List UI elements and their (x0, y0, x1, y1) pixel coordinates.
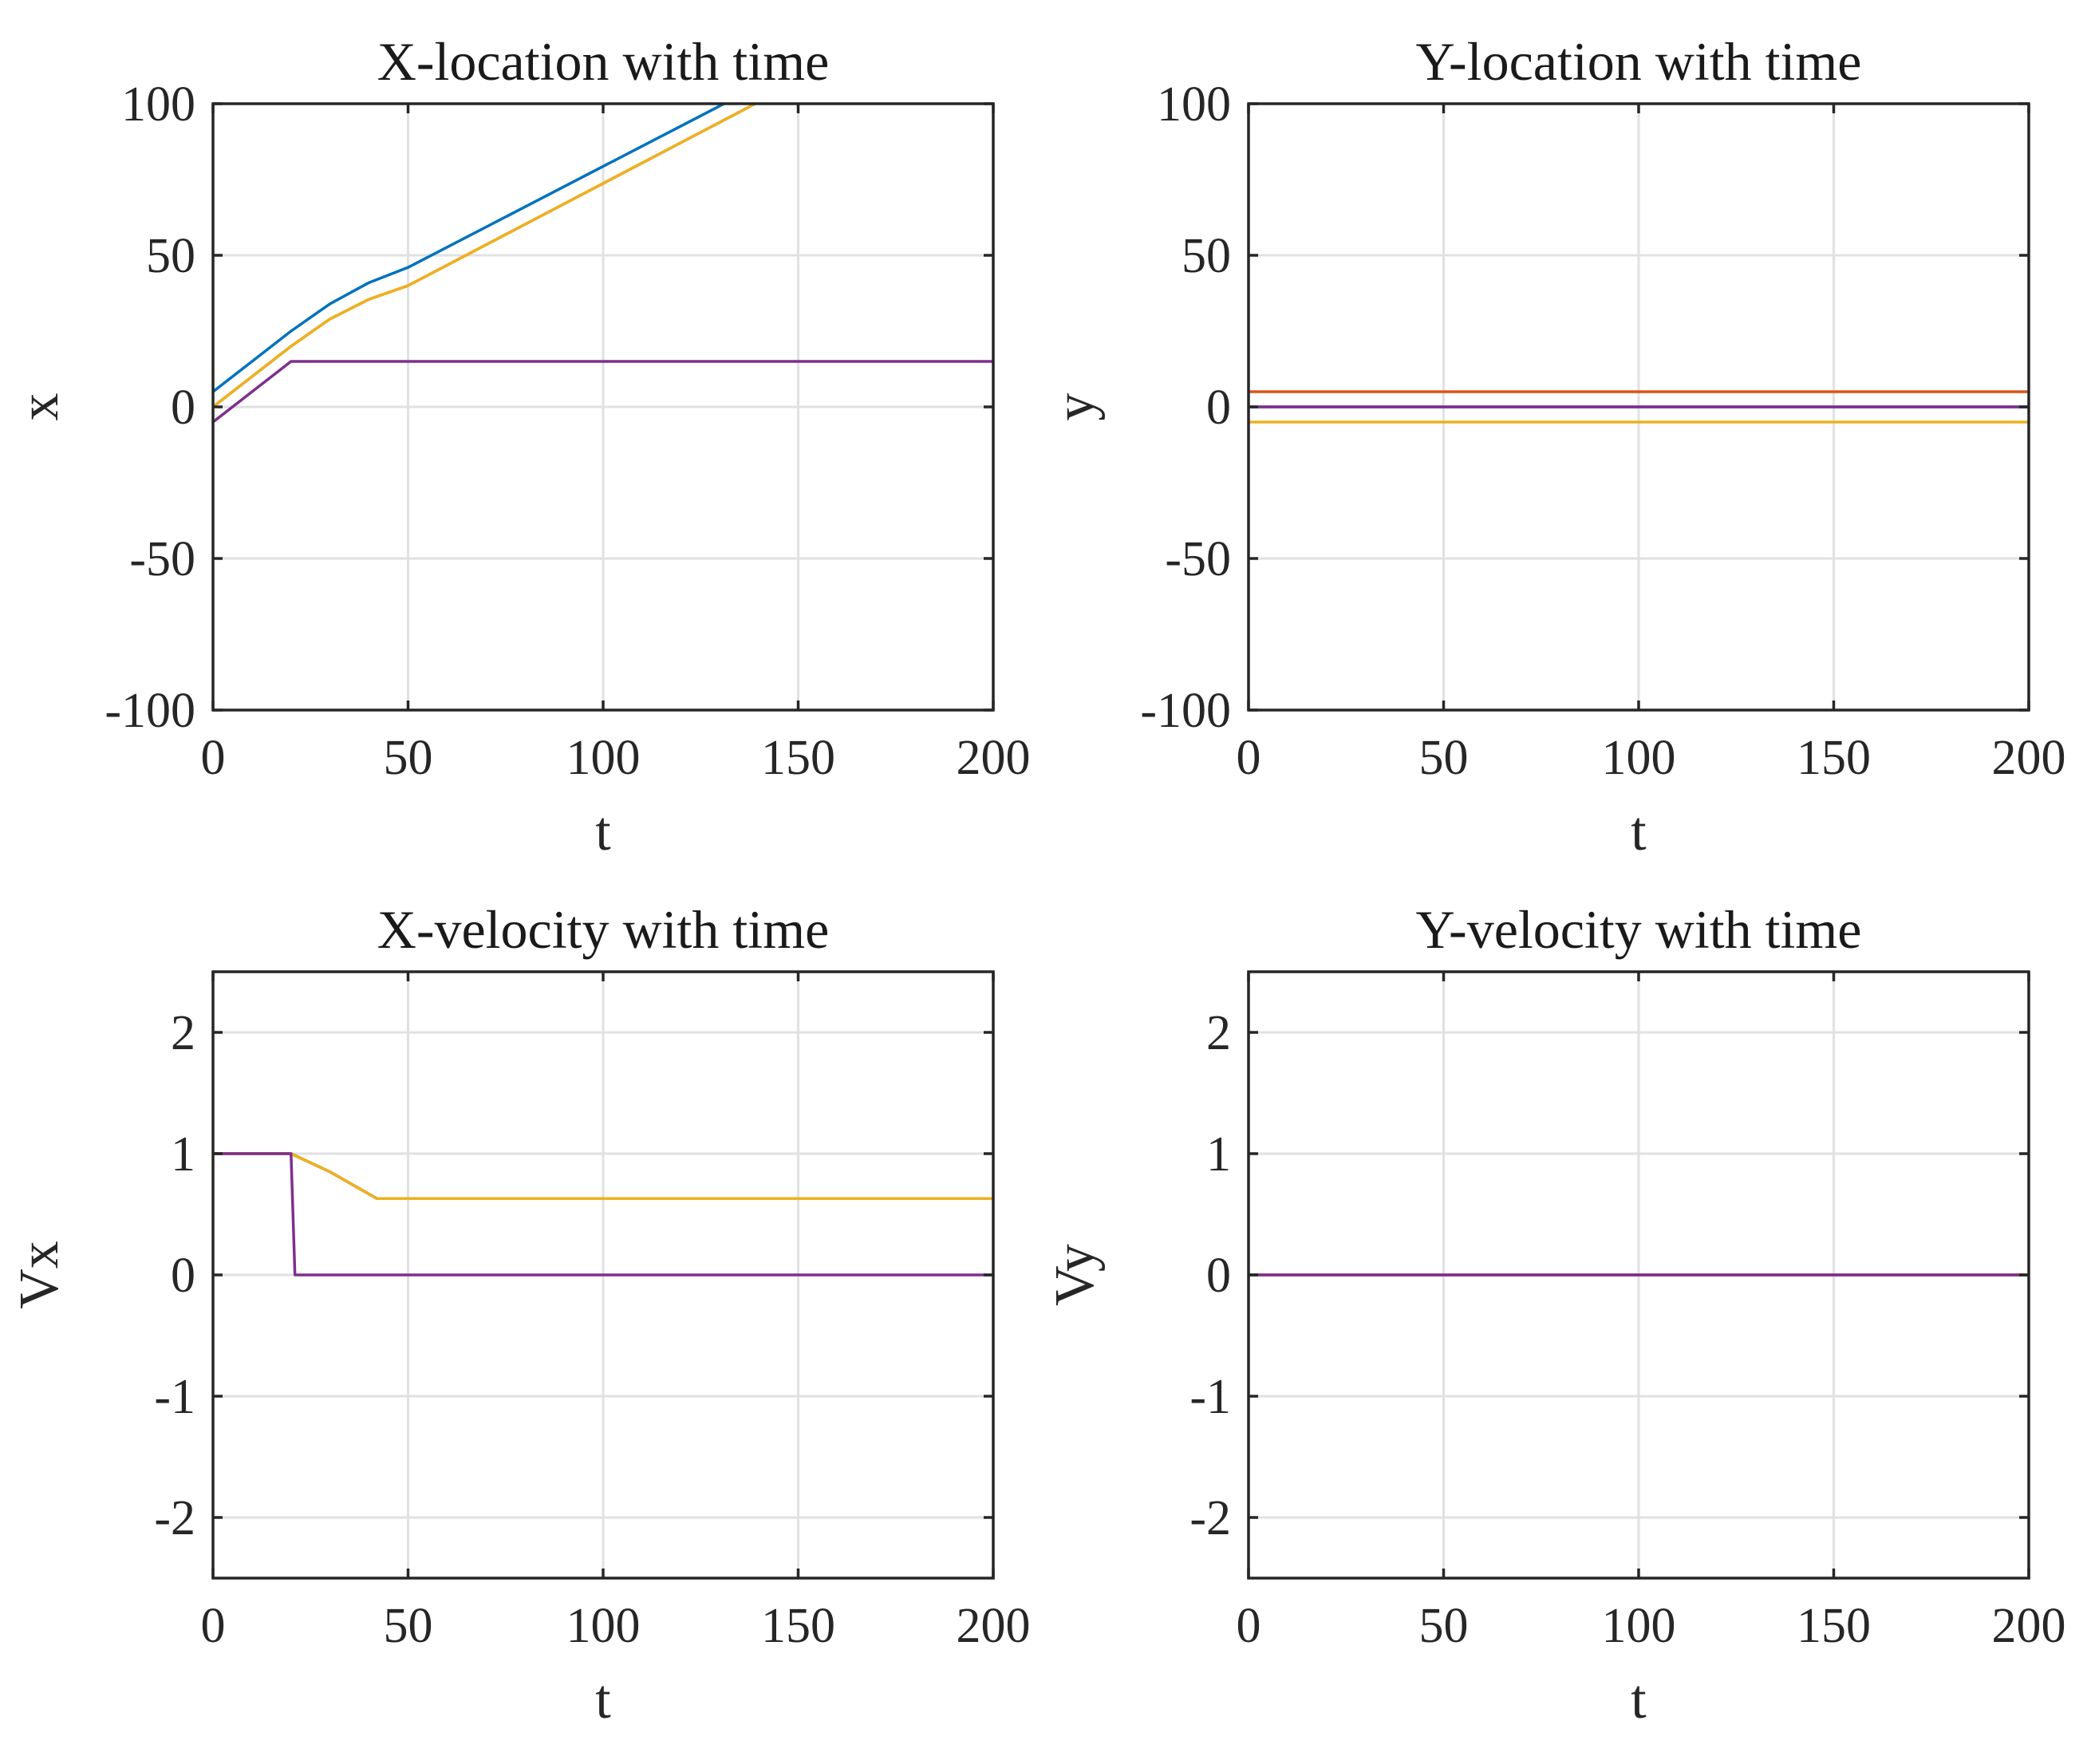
x-axis-label: t (595, 801, 611, 862)
x-axis-label: t (1631, 801, 1647, 862)
y-tick-label: 50 (146, 229, 195, 283)
chart-panel-3: 0 50 100 150 200 -2 -1 0 1 2 X-velocity with time t… (9, 899, 1031, 1730)
x-tick-label: 100 (1602, 731, 1676, 785)
x-tick-label: 200 (957, 1599, 1031, 1653)
x-axis-label: t (1631, 1669, 1647, 1730)
x-tick-label: 0 (1237, 1599, 1261, 1653)
y-tick-label: 50 (1182, 229, 1231, 283)
y-tick-label: -100 (105, 684, 195, 738)
y-tick-label: 100 (1157, 77, 1231, 132)
x-tick-label: 50 (384, 1599, 433, 1653)
y-tick-label: 100 (121, 77, 195, 132)
y-axis-label: Vy (1044, 1244, 1106, 1306)
series-line-agent-4 (213, 1152, 993, 1277)
x-tick-label: 50 (384, 731, 433, 785)
y-tick-label: -1 (1189, 1370, 1231, 1424)
y-tick-label: 2 (1206, 1006, 1231, 1060)
x-tick-label: 50 (1419, 731, 1469, 785)
x-tick-label: 200 (1992, 731, 2066, 785)
chart-title: X-velocity with time (377, 899, 830, 960)
y-tick-label: 2 (171, 1006, 195, 1060)
y-axis-label: Vx (9, 1241, 70, 1309)
y-tick-label: 1 (1206, 1127, 1231, 1182)
chart-title: Y-velocity with time (1415, 899, 1861, 960)
series-line-agent-4 (213, 360, 993, 424)
x-tick-label: 150 (1797, 731, 1871, 785)
y-tick-label: 0 (1206, 1249, 1231, 1303)
y-tick-label: 0 (171, 381, 195, 435)
series-line-agent-1 (213, 104, 725, 393)
x-tick-label: 100 (1602, 1599, 1676, 1653)
y-tick-label: -2 (154, 1491, 195, 1545)
y-tick-label: 0 (171, 1249, 195, 1303)
x-tick-label: 0 (201, 1599, 226, 1653)
x-tick-label: 0 (1237, 731, 1261, 785)
y-tick-label: -50 (129, 532, 195, 586)
x-tick-label: 150 (1797, 1599, 1871, 1653)
x-tick-label: 200 (957, 731, 1031, 785)
x-tick-label: 150 (761, 1599, 835, 1653)
y-axis-label: x (9, 393, 70, 421)
chart-panel-2: 0 50 100 150 200 -100 -50 0 50 100 Y-location with… (1044, 31, 2066, 862)
x-tick-label: 0 (201, 731, 226, 785)
chart-title: Y-location with time (1415, 31, 1861, 92)
x-tick-label: 100 (566, 1599, 641, 1653)
x-tick-label: 100 (566, 731, 641, 785)
y-tick-label: -100 (1140, 684, 1231, 738)
x-tick-label: 200 (1992, 1599, 2066, 1653)
chart-panel-4: 0 50 100 150 200 -2 -1 0 1 2 Y-velocity with time t… (1044, 899, 2066, 1730)
y-axis-label: y (1044, 393, 1106, 421)
x-axis-label: t (595, 1669, 611, 1730)
y-tick-label: -1 (154, 1370, 195, 1424)
x-tick-label: 150 (761, 731, 835, 785)
y-tick-label: 1 (171, 1127, 195, 1182)
y-tick-label: -50 (1165, 532, 1231, 586)
series-line-agent-3 (213, 104, 756, 408)
x-tick-label: 50 (1419, 1599, 1469, 1653)
chart-title: X-location with time (377, 31, 830, 92)
chart-panel-1: 0 50 100 150 200 -100 -50 0 50 100 X-location with… (9, 31, 1031, 862)
y-tick-label: -2 (1189, 1491, 1231, 1545)
y-tick-label: 0 (1206, 381, 1231, 435)
